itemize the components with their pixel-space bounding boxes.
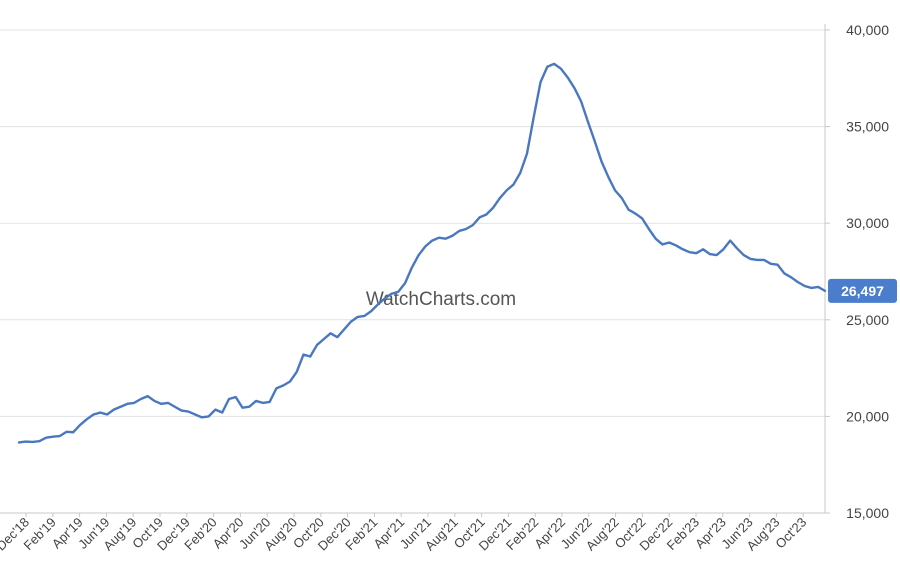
- axes: [0, 24, 826, 514]
- y-tick-label: 35,000: [846, 119, 889, 135]
- x-tick-labels: Dec'18Feb'19Apr'19Jun'19Aug'19Oct'19Dec'…: [0, 513, 809, 553]
- y-tick-label: 20,000: [846, 408, 889, 424]
- series-layer: [17, 62, 827, 444]
- x-tick-label: Oct'23: [772, 515, 809, 552]
- y-tick-label: 25,000: [846, 312, 889, 328]
- last-value-badge: 26,497: [828, 278, 897, 303]
- price-series-line: [17, 62, 827, 444]
- y-tick-label: 40,000: [846, 22, 889, 38]
- y-tick-label: 30,000: [846, 215, 889, 231]
- y-tick-label: 15,000: [846, 505, 889, 521]
- last-value-label: 26,497: [841, 283, 884, 299]
- last-value-badge-box: [828, 278, 897, 303]
- watermark-text: WatchCharts.com: [366, 289, 516, 310]
- grid-lines: [0, 29, 825, 417]
- y-tick-labels: 15,000 20,000 25,000 30,000 35,000 40,000: [825, 22, 889, 521]
